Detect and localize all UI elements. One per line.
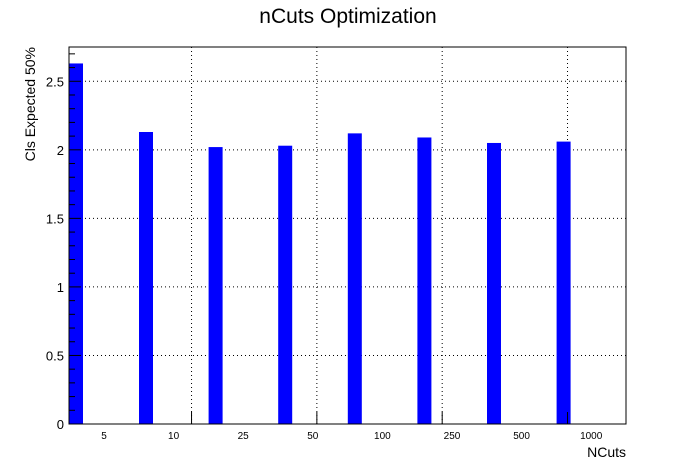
y-tick-label: 1.5 bbox=[46, 211, 64, 226]
x-tick-label: 50 bbox=[307, 431, 319, 442]
y-tick-label: 2 bbox=[57, 143, 64, 158]
x-tick-label: 5 bbox=[101, 431, 107, 442]
x-tick-label: 500 bbox=[513, 431, 530, 442]
y-tick-label: 0 bbox=[57, 417, 64, 432]
y-axis-label: Cls Expected 50% bbox=[22, 47, 38, 161]
y-tick-label: 2.5 bbox=[46, 74, 64, 89]
bar bbox=[556, 141, 571, 425]
bar bbox=[487, 142, 501, 425]
bars bbox=[69, 63, 571, 425]
y-tick-label: 0.5 bbox=[46, 348, 64, 363]
bar bbox=[139, 131, 153, 424]
x-axis: 5 10 25 50 100 250 500 1000 bbox=[101, 412, 603, 442]
bar bbox=[278, 145, 293, 425]
x-axis-label: NCuts bbox=[587, 444, 626, 460]
bar bbox=[347, 133, 362, 424]
x-tick-label: 250 bbox=[444, 431, 461, 442]
plot-frame bbox=[68, 46, 627, 425]
x-tick-label: 1000 bbox=[580, 431, 603, 442]
y-tick-label: 1 bbox=[57, 280, 64, 295]
x-tick-label: 25 bbox=[238, 431, 250, 442]
y-axis: 0 0.5 1 1.5 2 2.5 bbox=[46, 53, 81, 432]
bar bbox=[417, 137, 432, 425]
chart-title: nCuts Optimization bbox=[259, 5, 436, 28]
x-tick-label: 100 bbox=[374, 431, 391, 442]
x-tick-label: 10 bbox=[168, 431, 180, 442]
bar bbox=[69, 63, 83, 425]
bar bbox=[208, 147, 223, 425]
